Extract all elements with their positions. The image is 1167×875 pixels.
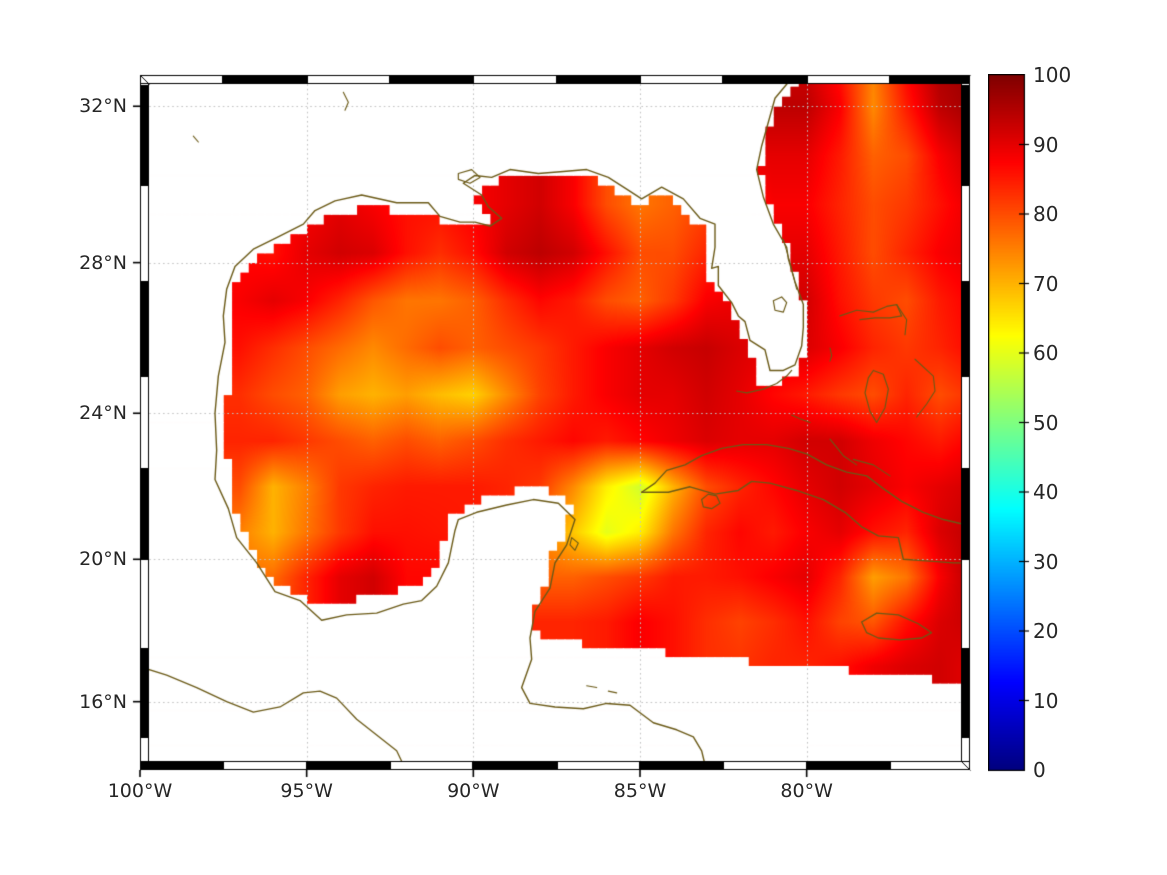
colorbar-tick-label: 40 bbox=[1033, 480, 1059, 504]
colorbar-tick-label: 30 bbox=[1033, 549, 1059, 574]
x-axis-tick-label: 90°W bbox=[447, 780, 500, 802]
colorbar bbox=[988, 74, 1032, 772]
colorbar-tick-label: 80 bbox=[1033, 202, 1059, 226]
x-axis-tick-label: 80°W bbox=[780, 780, 833, 802]
colorbar-tick-label: 10 bbox=[1033, 688, 1059, 713]
colorbar-tick-label: 100 bbox=[1033, 63, 1072, 87]
x-axis-tick-label: 85°W bbox=[613, 780, 667, 802]
y-axis-tick-label: 32°N bbox=[79, 95, 127, 118]
y-axis-tick-label: 24°N bbox=[79, 402, 127, 425]
colorbar-tick-label: 90 bbox=[1033, 132, 1059, 157]
colorbar-tick-label: 50 bbox=[1033, 410, 1059, 435]
y-axis-tick-label: 16°N bbox=[79, 690, 127, 713]
x-axis-tick-label: 100°W bbox=[107, 780, 173, 802]
colorbar-tick-label: 0 bbox=[1033, 758, 1046, 782]
x-axis-tick-label: 95°W bbox=[280, 780, 333, 802]
colorbar-tick-label: 60 bbox=[1033, 341, 1059, 365]
y-axis-tick-label: 20°N bbox=[79, 548, 127, 571]
colorbar-tick-label: 70 bbox=[1033, 271, 1059, 296]
colorbar-tick-label: 20 bbox=[1033, 619, 1059, 643]
y-axis-tick-label: 28°N bbox=[79, 251, 127, 274]
